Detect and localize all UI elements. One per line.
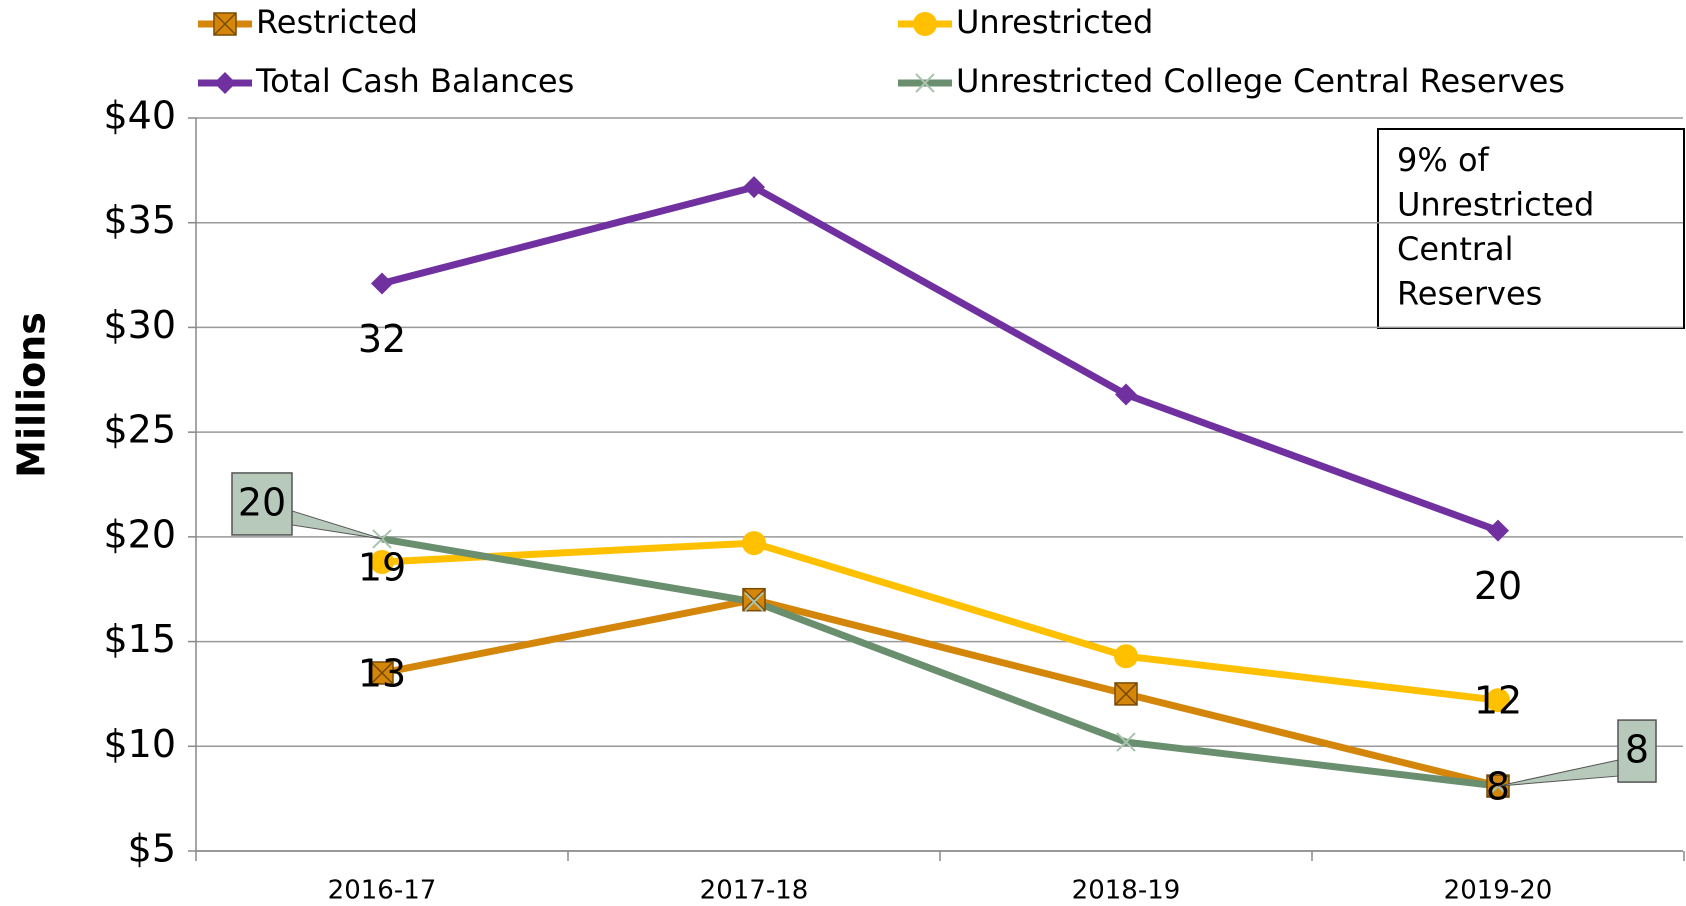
marker-shape bbox=[742, 531, 766, 555]
y-tick-label: $20 bbox=[103, 512, 176, 556]
marker bbox=[1114, 644, 1138, 668]
annotation-text: Unrestricted bbox=[1397, 186, 1594, 224]
y-tick-label: $15 bbox=[103, 617, 176, 661]
marker bbox=[214, 72, 236, 94]
y-tick-label: $40 bbox=[103, 94, 176, 138]
data-label: 19 bbox=[358, 545, 406, 589]
marker bbox=[1487, 520, 1509, 542]
marker bbox=[743, 589, 765, 611]
marker bbox=[214, 13, 236, 35]
x-tick-label: 2018-19 bbox=[1072, 876, 1181, 906]
data-label: 12 bbox=[1474, 679, 1522, 723]
annotation-text: Central bbox=[1397, 230, 1514, 268]
y-tick-label: $10 bbox=[103, 722, 176, 766]
marker bbox=[742, 531, 766, 555]
series-line bbox=[382, 539, 1498, 786]
x-tick-label: 2017-18 bbox=[700, 876, 809, 906]
annotation-text: Reserves bbox=[1397, 275, 1542, 313]
data-label: 32 bbox=[358, 317, 406, 361]
marker-shape bbox=[371, 272, 393, 294]
data-label: 8 bbox=[1625, 728, 1649, 772]
marker-shape bbox=[1487, 520, 1509, 542]
legend-label: Unrestricted College Central Reserves bbox=[956, 62, 1565, 100]
callout-pointer bbox=[292, 511, 382, 539]
data-label: 8 bbox=[1486, 765, 1510, 809]
legend-label: Unrestricted bbox=[956, 3, 1153, 41]
marker bbox=[913, 12, 937, 36]
y-tick-label: $25 bbox=[103, 408, 176, 452]
marker-shape bbox=[214, 72, 236, 94]
x-tick-label: 2019-20 bbox=[1444, 876, 1553, 906]
marker bbox=[371, 272, 393, 294]
data-label: 20 bbox=[238, 480, 286, 524]
chart: Millions $5 $10 $15 $20 $25 $30 $35 $40 2016-17 2… bbox=[0, 0, 1686, 906]
marker bbox=[1115, 683, 1137, 705]
marker-shape bbox=[913, 12, 937, 36]
y-axis-label: Millions bbox=[10, 312, 54, 478]
y-tick-label: $35 bbox=[103, 198, 176, 242]
series-line bbox=[382, 187, 1498, 530]
y-tick-label: $5 bbox=[128, 827, 176, 871]
annotation-text: 9% of bbox=[1397, 141, 1490, 179]
callout-pointer bbox=[1498, 760, 1618, 786]
data-label: 20 bbox=[1474, 564, 1522, 608]
series-line bbox=[382, 600, 1498, 786]
x-tick-label: 2016-17 bbox=[328, 876, 437, 906]
data-label: 13 bbox=[358, 651, 406, 695]
y-tick-label: $30 bbox=[103, 303, 176, 347]
legend-label: Total Cash Balances bbox=[255, 62, 574, 100]
marker-shape bbox=[1114, 644, 1138, 668]
legend-label: Restricted bbox=[256, 3, 418, 41]
